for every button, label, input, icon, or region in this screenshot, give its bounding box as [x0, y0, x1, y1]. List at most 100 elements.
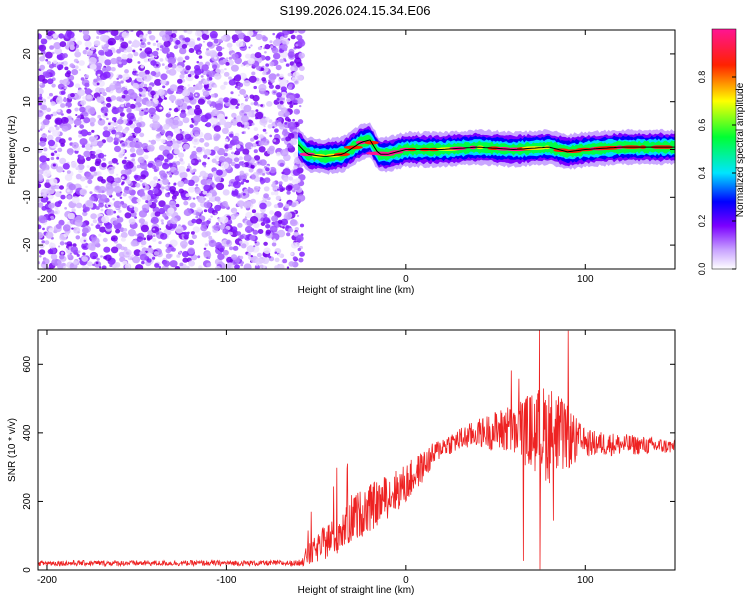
colorbar-ticks: 0.0 0.2 0.4 0.6 0.8 [697, 71, 736, 276]
noise-speckle [284, 111, 290, 117]
noise-speckle [230, 229, 239, 238]
noise-speckle [282, 258, 288, 264]
noise-speckle [156, 40, 159, 43]
noise-speckle [40, 122, 44, 125]
noise-speckle [229, 246, 234, 251]
noise-speckle [262, 65, 265, 68]
x-tick-label: 100 [577, 274, 594, 285]
noise-speckle [80, 77, 85, 81]
noise-speckle [56, 166, 64, 173]
noise-speckle [160, 129, 166, 134]
noise-speckle [84, 88, 92, 95]
snr-series-line [38, 330, 675, 570]
noise-speckle [183, 208, 192, 217]
noise-speckle [98, 202, 104, 208]
noise-speckle [46, 107, 52, 113]
noise-speckle [121, 94, 126, 99]
noise-speckle [255, 257, 263, 265]
noise-speckle [263, 125, 266, 128]
noise-speckle [112, 117, 117, 122]
noise-speckle [189, 169, 194, 174]
noise-speckle [193, 145, 196, 149]
noise-speckle [252, 94, 260, 102]
noise-speckle [150, 90, 156, 96]
noise-speckle [268, 145, 275, 152]
noise-speckle [210, 93, 215, 98]
noise-speckle [121, 176, 125, 180]
spectrogram-y-label: Frequency (Hz) [7, 116, 18, 185]
noise-speckle [223, 152, 228, 157]
noise-speckle [200, 224, 208, 232]
noise-speckle [279, 100, 284, 105]
noise-speckle [89, 191, 93, 195]
noise-speckle [188, 186, 196, 193]
noise-speckle [171, 101, 174, 103]
noise-speckle [175, 161, 181, 166]
noise-speckle [74, 107, 79, 112]
noise-speckle [47, 217, 52, 221]
noise-speckle [294, 80, 299, 84]
noise-speckle [55, 223, 62, 229]
noise-speckle [250, 216, 259, 224]
noise-speckle [258, 140, 265, 146]
noise-speckle [215, 182, 225, 191]
noise-speckle [280, 36, 285, 40]
noise-speckle [223, 71, 230, 77]
noise-speckle [253, 127, 258, 132]
noise-speckle [54, 209, 60, 215]
noise-speckle [158, 200, 166, 208]
signal-centerline [297, 139, 675, 157]
noise-speckle [274, 257, 280, 263]
noise-speckle [172, 190, 179, 197]
noise-speckle [201, 161, 207, 166]
noise-speckle [170, 217, 178, 225]
noise-speckle [118, 209, 122, 213]
noise-speckle [206, 262, 212, 268]
noise-speckle [140, 240, 147, 246]
noise-speckle [181, 244, 187, 249]
noise-speckle [297, 39, 306, 47]
noise-speckle [167, 57, 176, 65]
noise-speckle [228, 76, 232, 80]
noise-speckle [73, 260, 78, 265]
noise-speckle [251, 209, 257, 214]
noise-speckle [240, 243, 247, 249]
noise-speckle [282, 38, 290, 46]
noise-speckle [148, 107, 156, 115]
noise-speckle [38, 231, 44, 239]
noise-speckle [253, 155, 261, 161]
noise-speckle [120, 80, 124, 84]
noise-speckle [59, 41, 67, 48]
noise-speckle [133, 51, 139, 57]
noise-speckle [172, 119, 179, 126]
noise-speckle [249, 234, 256, 241]
noise-speckle [156, 47, 160, 51]
noise-speckle [86, 200, 94, 207]
noise-speckle [293, 108, 300, 115]
noise-speckle [231, 151, 235, 155]
noise-speckle [163, 40, 171, 48]
noise-speckle [225, 62, 230, 66]
noise-speckle [291, 179, 298, 184]
noise-speckle [240, 124, 245, 128]
noise-speckle [71, 142, 79, 149]
noise-speckle [281, 137, 285, 142]
noise-speckle [205, 122, 212, 128]
noise-speckle [155, 159, 163, 167]
noise-speckle [253, 245, 256, 248]
noise-speckle [93, 260, 102, 268]
noise-speckle [94, 185, 101, 191]
noise-speckle [39, 83, 43, 86]
noise-speckle [203, 197, 207, 201]
noise-speckle [175, 156, 178, 159]
y-tick-label: 0 [22, 146, 33, 152]
colorbar-tick-label: 0.0 [697, 263, 707, 276]
noise-speckle [45, 58, 49, 62]
noise-speckle [110, 235, 118, 242]
noise-speckle [238, 161, 244, 166]
noise-speckle [243, 35, 251, 43]
noise-speckle [183, 143, 190, 150]
noise-speckle [39, 102, 42, 106]
noise-speckle [110, 246, 119, 254]
noise-speckle [150, 139, 157, 145]
